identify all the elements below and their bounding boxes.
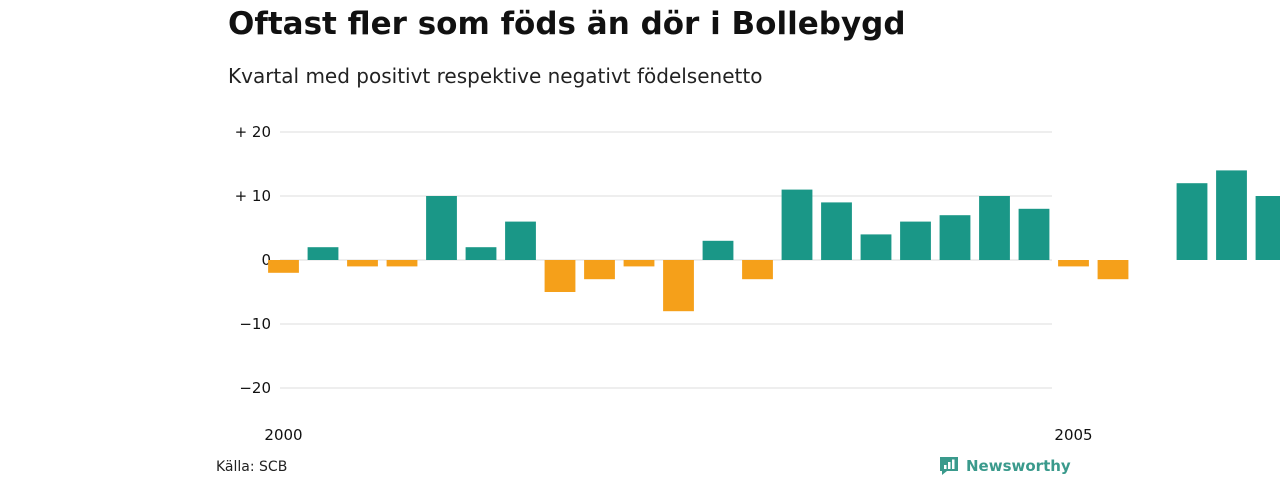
bar [821, 202, 852, 260]
source-note: Källa: SCB [216, 459, 288, 475]
y-tick-label: 0 [261, 251, 271, 269]
bar [307, 247, 339, 260]
bar [623, 260, 655, 267]
bar [1176, 183, 1208, 260]
x-tick-label: 2000 [264, 426, 302, 444]
bar [1216, 170, 1247, 260]
bar [268, 260, 299, 273]
bar [939, 215, 971, 260]
chart-subtitle: Kvartal med positivt respektive negativt… [228, 64, 763, 88]
bar [900, 221, 931, 260]
y-tick-label: + 10 [235, 187, 271, 205]
y-tick-label: −10 [239, 315, 271, 333]
bar [584, 260, 615, 280]
newsworthy-logo-icon [940, 457, 958, 475]
y-tick-label: + 20 [235, 123, 271, 141]
bar [426, 196, 457, 260]
bars [268, 170, 1280, 312]
bar [1018, 208, 1050, 260]
chart-title: Oftast fler som föds än dör i Bollebygd [228, 6, 906, 42]
bar [1255, 196, 1280, 260]
bar [505, 221, 536, 260]
x-axis-labels: 20002005201020152020 [264, 426, 1092, 444]
bar [1058, 260, 1089, 267]
bar [979, 196, 1010, 260]
y-axis-labels: + 20 + 10 0 −10 −20 [235, 123, 271, 397]
bar [742, 260, 773, 280]
bar [465, 247, 497, 260]
bar [781, 189, 813, 260]
bar [544, 260, 576, 292]
brand-name: Newsworthy [966, 457, 1071, 475]
bar [702, 240, 734, 260]
newsworthy-brand: Newsworthy [938, 456, 1071, 476]
bar [386, 260, 418, 267]
x-tick-label: 2005 [1054, 426, 1092, 444]
y-tick-label: −20 [239, 379, 271, 397]
bar [1097, 260, 1129, 280]
bar [663, 260, 694, 312]
bar [860, 234, 892, 260]
bar [347, 260, 378, 267]
